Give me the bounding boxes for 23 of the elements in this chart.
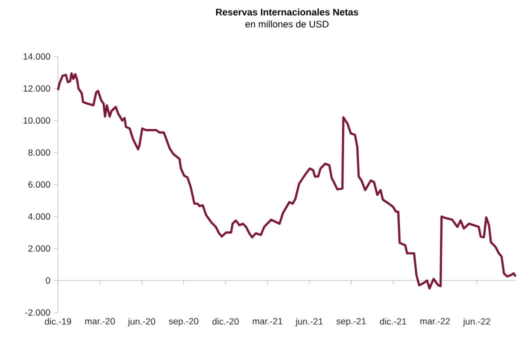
x-tick-label: sep.-20	[168, 318, 198, 326]
y-tick-label: 14.000	[24, 53, 50, 60]
x-tick-label: jun.-22	[462, 318, 490, 326]
y-tick-label: 4.000	[28, 213, 50, 220]
y-tick-label: 0	[46, 277, 50, 284]
y-tick-label: 10.000	[24, 117, 50, 124]
chart-title: Reservas Internacionales Netas	[216, 8, 358, 16]
y-tick-label: 12.000	[24, 85, 50, 92]
y-tick-label: 2.000	[28, 245, 50, 252]
x-tick-label: mar.-21	[252, 318, 282, 324]
y-tick-label: -2.000	[25, 309, 50, 316]
line-series	[56, 72, 517, 290]
x-tick-label: mar.-22	[420, 318, 450, 324]
x-tick-label: jun.-20	[128, 318, 156, 326]
x-tick-label: jun.-21	[295, 318, 323, 326]
chart-subtitle: en millones de USD	[245, 20, 329, 28]
x-tick-label: mar.-20	[85, 318, 115, 324]
y-tick-label: 8.000	[28, 149, 50, 156]
x-tick-label: sep.-21	[336, 318, 366, 326]
x-tick-label: dic.-21	[380, 318, 406, 325]
y-tick-label: 6.000	[28, 181, 50, 188]
x-tick-label: dic.-20	[212, 318, 239, 325]
x-tick-label: dic.-19	[44, 318, 72, 325]
